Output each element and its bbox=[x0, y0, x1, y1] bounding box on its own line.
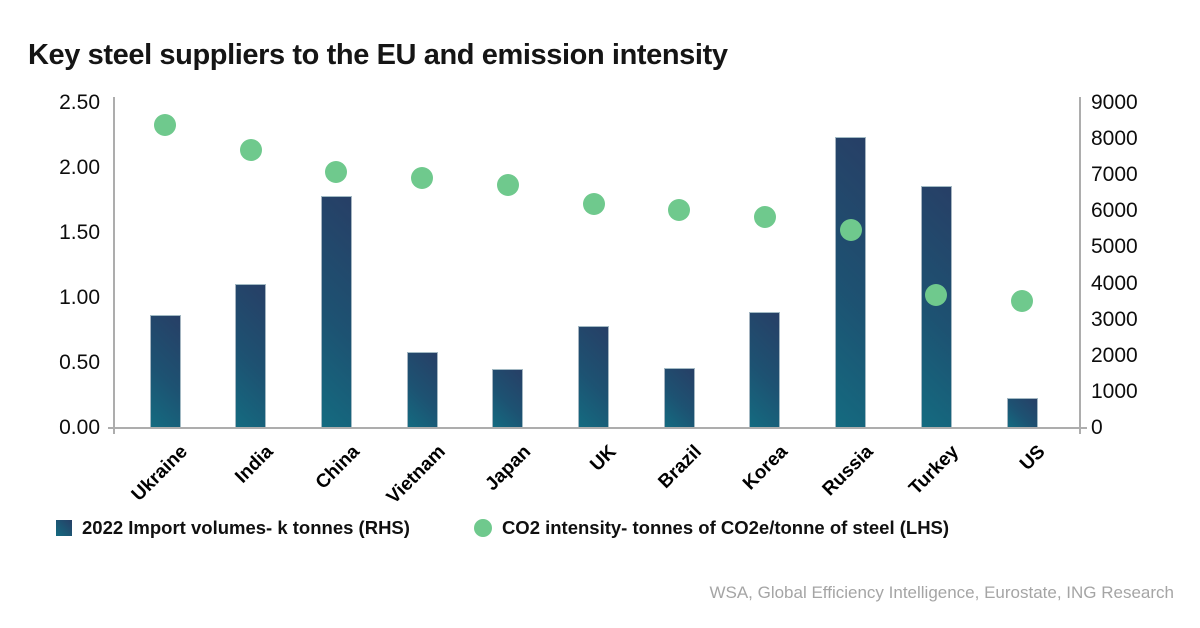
import-volume-bar bbox=[406, 352, 438, 428]
left-axis-tick: 1.00 bbox=[59, 286, 100, 309]
category-label: Russia bbox=[818, 441, 878, 501]
right-axis-tick: 1000 bbox=[1091, 379, 1138, 403]
co2-intensity-dot bbox=[239, 138, 262, 161]
right-axis-tick: 6000 bbox=[1091, 199, 1138, 223]
co2-intensity-dot bbox=[496, 173, 519, 196]
category-label: China bbox=[311, 441, 364, 494]
right-axis-tick: 2000 bbox=[1091, 343, 1138, 367]
left-axis-tick: 0.50 bbox=[59, 351, 100, 374]
right-axis-tick: 8000 bbox=[1091, 127, 1138, 151]
y-axis-right-line bbox=[1079, 97, 1081, 434]
category-label: Japan bbox=[481, 441, 535, 495]
import-volume-bar bbox=[663, 368, 695, 428]
co2-intensity-dot bbox=[839, 219, 862, 242]
left-axis-tick: 0.00 bbox=[59, 416, 100, 439]
co2-intensity-dot bbox=[411, 167, 434, 190]
import-volume-bar bbox=[235, 283, 267, 428]
category-label: US bbox=[1015, 441, 1050, 475]
category-label: Vietnam bbox=[382, 441, 450, 509]
import-volume-bar bbox=[320, 196, 352, 428]
y-axis-left-line bbox=[113, 97, 115, 434]
category-label: Turkey bbox=[905, 441, 964, 500]
left-axis-tick: 1.50 bbox=[59, 221, 100, 244]
right-axis-tick: 7000 bbox=[1091, 163, 1138, 187]
right-axis-tick: 9000 bbox=[1091, 91, 1138, 114]
x-axis-line bbox=[108, 427, 1087, 429]
bar-swatch-icon bbox=[56, 520, 72, 536]
legend: 2022 Import volumes- k tonnes (RHS) CO2 … bbox=[56, 517, 949, 539]
left-axis-tick: 2.00 bbox=[59, 156, 100, 179]
legend-item-co2-intensity: CO2 intensity- tonnes of CO2e/tonne of s… bbox=[473, 517, 950, 539]
legend-label-import-volumes: 2022 Import volumes- k tonnes (RHS) bbox=[82, 517, 410, 538]
co2-intensity-dot bbox=[582, 193, 605, 216]
category-label: India bbox=[231, 441, 278, 488]
chart-title: Key steel suppliers to the EU and emissi… bbox=[28, 39, 728, 72]
source-note: WSA, Global Efficiency Intelligence, Eur… bbox=[709, 583, 1174, 602]
co2-intensity-dot bbox=[753, 206, 776, 229]
co2-intensity-dot bbox=[325, 160, 348, 183]
co2-intensity-dot bbox=[154, 114, 176, 137]
category-label: Ukraine bbox=[128, 441, 193, 506]
import-volume-bar bbox=[149, 314, 181, 428]
dot-swatch-icon bbox=[473, 519, 492, 537]
category-label: Brazil bbox=[654, 441, 707, 493]
co2-intensity-dot bbox=[1011, 289, 1033, 312]
import-volume-bar bbox=[1006, 398, 1038, 428]
right-axis-tick: 3000 bbox=[1091, 307, 1138, 331]
import-volume-bar bbox=[920, 186, 952, 428]
right-axis-tick: 5000 bbox=[1091, 235, 1138, 259]
import-volume-bar bbox=[578, 325, 609, 428]
import-volume-bar bbox=[835, 136, 867, 428]
import-volume-bar bbox=[492, 369, 524, 428]
co2-intensity-dot bbox=[668, 198, 691, 221]
legend-label-co2-intensity: CO2 intensity- tonnes of CO2e/tonne of s… bbox=[501, 517, 950, 538]
left-axis-tick: 2.50 bbox=[59, 91, 100, 114]
import-volume-bar bbox=[749, 312, 781, 428]
category-label: UK bbox=[586, 441, 621, 476]
right-axis-tick: 0 bbox=[1091, 416, 1103, 439]
co2-intensity-dot bbox=[925, 284, 948, 307]
legend-item-import-volumes: 2022 Import volumes- k tonnes (RHS) bbox=[56, 517, 410, 539]
right-axis-tick: 4000 bbox=[1091, 271, 1138, 295]
category-label: Korea bbox=[739, 441, 793, 495]
